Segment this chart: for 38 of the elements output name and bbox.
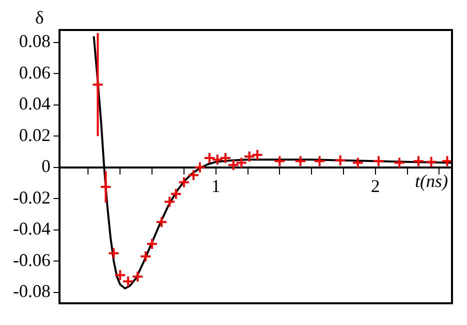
- point: [334, 154, 346, 166]
- point: [425, 156, 438, 168]
- y-tick-label: 0: [41, 156, 50, 176]
- y-tick-label: -0.02: [12, 187, 50, 208]
- point: [251, 148, 264, 161]
- point: [235, 156, 248, 169]
- point: [412, 155, 424, 168]
- y-tick-label: 0.02: [18, 124, 50, 145]
- point: [211, 154, 224, 166]
- y-tick-label: -0.06: [12, 250, 50, 270]
- point: [146, 238, 158, 250]
- point: [178, 176, 190, 188]
- point: [352, 156, 364, 169]
- x-axis-title: t(ns): [415, 171, 448, 192]
- point: [372, 155, 385, 168]
- point: [164, 196, 176, 208]
- point: [203, 152, 216, 164]
- y-tick-label: -0.04: [12, 218, 50, 239]
- point: [140, 250, 152, 262]
- point: [314, 155, 326, 168]
- y-tick-label: 0.08: [18, 31, 50, 52]
- point: [170, 188, 182, 200]
- point: [156, 216, 168, 228]
- x-tick-label: 1: [211, 176, 220, 196]
- y-tick-label: -0.08: [12, 281, 50, 302]
- point: [194, 161, 206, 174]
- y-tick-label: 0.06: [18, 62, 50, 82]
- point: [274, 155, 286, 168]
- point: [243, 150, 256, 162]
- point: [132, 270, 144, 283]
- point: [441, 155, 452, 168]
- point: [294, 155, 306, 168]
- point: [188, 169, 200, 182]
- point: [108, 247, 120, 260]
- y-axis-title: δ: [35, 8, 44, 28]
- x-tick-label: 2: [370, 176, 380, 196]
- y-tick-label: 0.04: [18, 94, 50, 114]
- point: [393, 156, 406, 169]
